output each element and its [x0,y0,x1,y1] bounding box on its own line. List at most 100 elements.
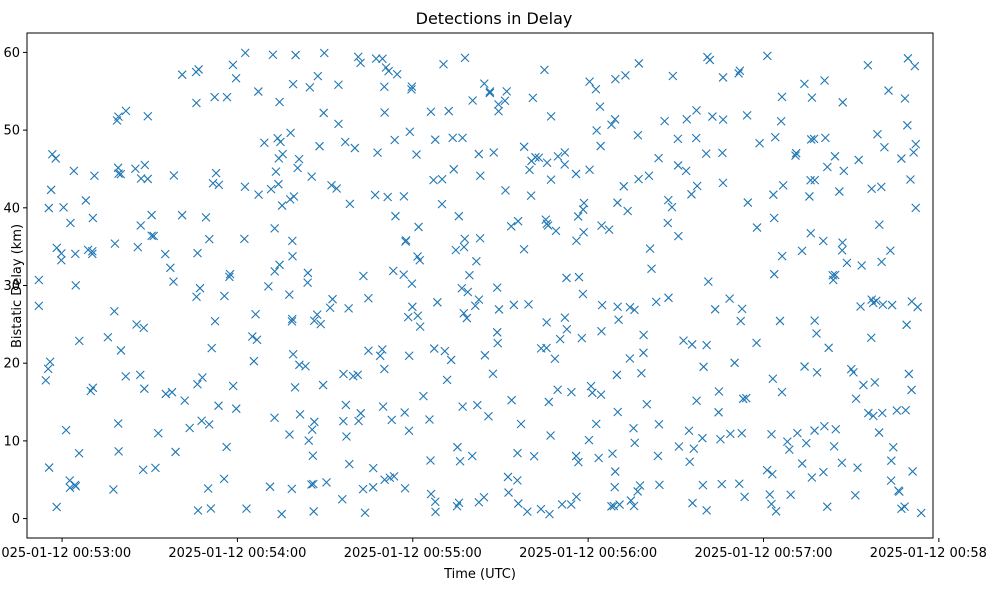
data-point [252,335,262,345]
data-point [52,502,62,512]
data-point [121,106,131,116]
data-point [240,182,250,192]
data-point [431,507,440,517]
data-point [459,308,469,318]
data-point [400,408,410,417]
data-point [391,211,400,221]
data-point [494,305,504,314]
data-point [822,162,832,172]
data-point [291,50,301,60]
data-point [528,93,538,103]
data-point [526,191,536,200]
data-point [542,158,552,168]
data-point [736,316,746,326]
data-point [812,329,821,338]
data-point [240,48,250,58]
data-point [503,472,513,482]
data-point [717,479,727,489]
data-point [294,360,304,370]
data-point [873,129,882,139]
data-point [800,79,809,89]
data-point [831,424,841,434]
data-point [139,323,149,333]
data-point [224,272,234,282]
data-point [911,139,921,149]
data-point [289,192,299,201]
data-point [710,304,720,314]
scatter-series [34,48,926,519]
data-point [61,425,71,435]
data-point [103,332,113,342]
data-point [560,313,570,322]
data-point [380,108,390,117]
data-point [560,148,570,157]
data-point [604,225,614,234]
data-point [401,235,411,245]
data-point [806,175,815,185]
data-point [132,320,141,329]
data-point [467,451,477,461]
data-point [830,151,840,161]
data-point [735,66,745,76]
data-point [439,59,448,69]
data-point [591,84,601,94]
data-point [762,51,772,61]
data-point [607,501,616,511]
data-point [685,457,695,467]
data-point [242,504,251,514]
data-point [453,442,462,452]
data-point [856,302,865,311]
data-point [708,112,717,121]
data-point [543,221,553,230]
data-point [776,116,786,126]
data-point [805,192,814,201]
data-point [169,277,178,286]
data-point [288,79,298,89]
data-point [204,420,214,429]
data-point [519,142,529,152]
data-point [259,138,269,148]
data-point [130,164,140,174]
data-point [460,234,470,244]
data-point [459,242,469,252]
data-point [916,508,926,518]
data-point [904,369,914,379]
data-point [567,387,576,397]
data-point [247,332,257,341]
data-point [819,421,829,431]
data-point [902,120,912,130]
data-point [571,451,581,461]
data-point [664,293,673,303]
data-point [415,255,425,265]
data-point [494,99,503,109]
data-point [613,302,623,312]
data-point [868,411,878,421]
data-point [857,261,867,270]
data-point [287,317,297,326]
data-point [698,480,708,490]
data-point [546,431,555,440]
data-point [56,255,66,265]
data-point [507,395,517,405]
data-point [822,502,832,512]
data-point [494,106,503,116]
data-point [71,481,81,491]
data-point [344,303,354,313]
x-tick-label: 2025-01-12 00:53:00 [0,546,131,561]
data-point [414,222,423,232]
data-point [578,289,588,299]
data-point [767,469,777,479]
data-point [340,137,350,147]
data-point [859,380,868,390]
data-point [874,220,884,230]
data-point [263,281,273,291]
data-point [730,358,740,368]
data-point [819,467,828,477]
data-point [197,416,207,426]
data-point [660,116,670,126]
data-point [412,150,421,159]
data-point [647,264,656,274]
data-point [777,92,787,102]
data-point [702,340,712,350]
data-point [509,300,519,310]
